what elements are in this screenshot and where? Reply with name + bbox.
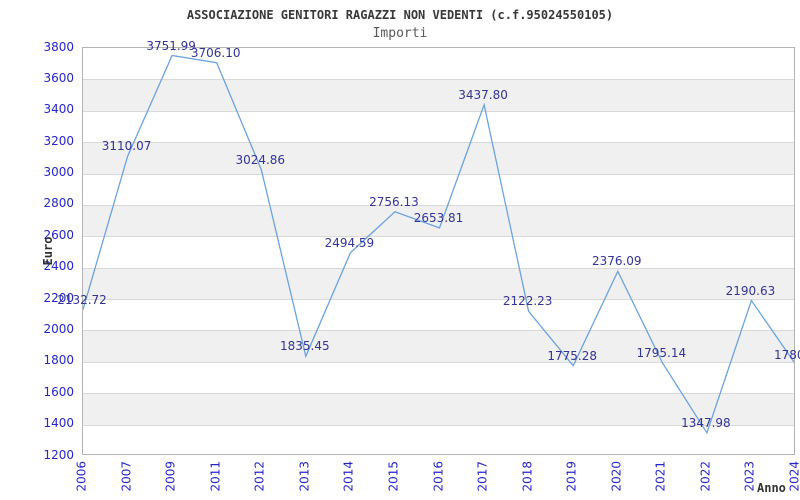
x-tick-label: 2007 — [119, 461, 134, 492]
y-axis-title: Euro — [41, 236, 55, 266]
x-tick-label: 2006 — [74, 461, 89, 492]
y-tick-label: 1800 — [43, 353, 74, 368]
plot-band — [83, 48, 794, 80]
gridline — [83, 299, 794, 301]
data-point-label: 3024.86 — [235, 152, 286, 167]
y-tick-label: 3000 — [43, 165, 74, 180]
x-tick-label: 2019 — [564, 461, 579, 492]
data-point-label: 3110.07 — [101, 139, 152, 154]
y-tick-label: 2200 — [43, 290, 74, 305]
data-point-label: 1780.5 — [774, 347, 800, 362]
gridline — [83, 330, 794, 332]
y-tick-label: 2600 — [43, 227, 74, 242]
plot-band — [83, 110, 794, 143]
y-tick-label: 1200 — [43, 447, 74, 462]
data-point-label: 2756.13 — [369, 194, 419, 209]
data-point-label: 1347.98 — [681, 415, 731, 430]
data-line — [83, 54, 794, 435]
x-tick-label: 2013 — [297, 461, 312, 492]
x-tick-label: 2020 — [609, 461, 624, 492]
x-tick-label: 2011 — [208, 461, 223, 492]
data-point-label: 1775.28 — [547, 348, 597, 363]
data-point-label: 3437.80 — [458, 87, 508, 102]
plot-band — [83, 142, 794, 174]
y-tick-label: 3400 — [43, 102, 74, 117]
chart-subtitle: Importi — [372, 26, 428, 41]
gridline — [83, 79, 794, 81]
plot-area — [82, 47, 795, 455]
data-point-label: 2132.72 — [57, 292, 107, 307]
y-tick-label: 2000 — [43, 321, 74, 336]
gridline — [83, 173, 794, 175]
plot-band — [83, 361, 794, 394]
plot-band — [83, 330, 794, 362]
y-tick-label: 3800 — [43, 39, 74, 54]
plot-band — [83, 267, 794, 300]
y-tick-label: 3600 — [43, 70, 74, 85]
data-point-label: 2122.23 — [502, 294, 553, 309]
plot-band — [83, 393, 794, 425]
y-tick-label: 2800 — [43, 196, 74, 211]
gridline — [83, 267, 794, 269]
data-point-label: 2190.63 — [725, 283, 776, 298]
x-tick-label: 2015 — [386, 461, 401, 492]
x-tick-label: 2014 — [341, 461, 356, 492]
y-tick-label: 1400 — [43, 416, 74, 431]
plot-band — [83, 236, 794, 268]
line-series-svg — [83, 54, 794, 435]
y-tick-label: 2400 — [43, 259, 74, 274]
y-tick-label: 1600 — [43, 384, 74, 399]
data-point-label: 2653.81 — [413, 210, 464, 225]
gridline — [83, 110, 794, 112]
x-tick-label: 2022 — [698, 461, 713, 492]
data-point-label: 2494.59 — [324, 235, 375, 250]
data-point-label: 1835.45 — [280, 339, 330, 354]
data-point-label: 3751.99 — [146, 38, 196, 53]
x-tick-label: 2017 — [475, 461, 490, 492]
data-point-label: 1795.14 — [636, 345, 687, 360]
y-tick-label: 3200 — [43, 133, 74, 148]
gridline — [83, 236, 794, 238]
data-point-label: 2376.09 — [591, 254, 642, 269]
x-tick-label: 2024 — [787, 461, 800, 492]
gridline — [83, 424, 794, 426]
gridline — [83, 393, 794, 395]
plot-band — [83, 79, 794, 111]
gridline — [83, 204, 794, 206]
gridline — [83, 142, 794, 144]
gridline — [83, 361, 794, 363]
x-tick-label: 2012 — [252, 461, 267, 492]
x-tick-label: 2021 — [653, 461, 668, 492]
plot-band — [83, 424, 794, 454]
plot-band — [83, 173, 794, 205]
plot-band — [83, 299, 794, 331]
x-axis-title: Anno — [757, 481, 786, 495]
x-tick-label: 2016 — [431, 461, 445, 492]
chart-title: ASSOCIAZIONE GENITORI RAGAZZI NON VEDENT… — [186, 8, 614, 22]
x-tick-label: 2023 — [742, 461, 757, 492]
x-tick-label: 2018 — [520, 461, 535, 492]
x-tick-label: 2009 — [163, 461, 178, 492]
data-point-label: 3706.10 — [190, 45, 241, 60]
plot-band — [83, 204, 794, 237]
